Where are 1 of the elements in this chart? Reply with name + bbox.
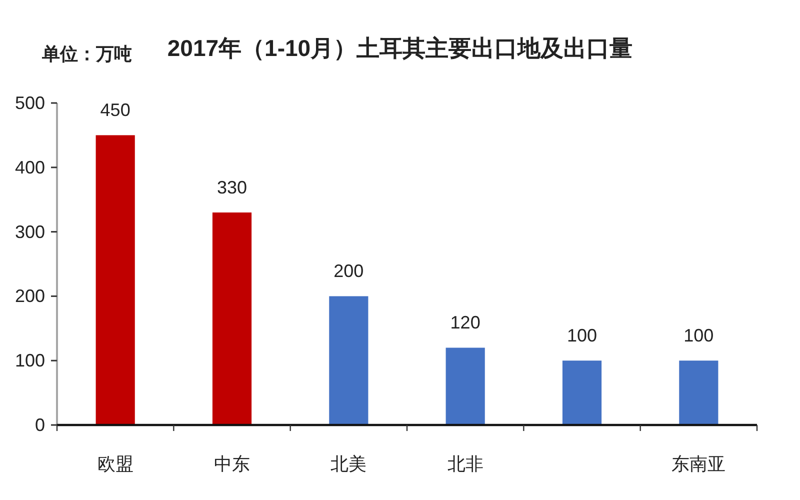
- title: 2017年（1-10月）土耳其主要出口地及出口量: [167, 35, 633, 61]
